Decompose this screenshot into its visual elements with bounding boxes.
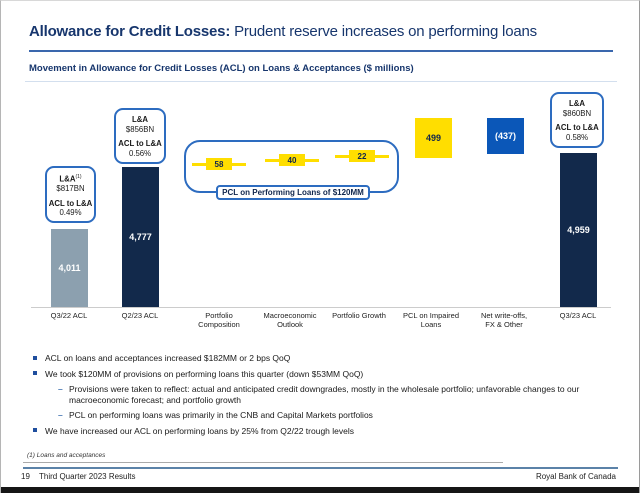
- x-label-q3-22: Q3/22 ACL: [27, 311, 111, 320]
- bullet-item: We have increased our ACL on performing …: [31, 426, 619, 437]
- bar-value: 22: [349, 150, 375, 162]
- callout-ratio: 0.58%: [565, 132, 589, 142]
- bar-net-writeoffs: (437): [487, 118, 524, 154]
- x-label-portfolio-composition: Portfolio Composition: [177, 311, 261, 329]
- bullet-text: We have increased our ACL on performing …: [45, 425, 355, 436]
- x-label-line: Q2/23 ACL: [121, 311, 159, 320]
- bar-macro-outlook: 40: [265, 154, 319, 166]
- pcl-performing-group-label: PCL on Performing Loans of $120MM: [216, 185, 370, 200]
- bar-portfolio-composition: 58: [192, 158, 246, 170]
- x-label-line: Composition: [198, 320, 240, 329]
- page-title-rest: Prudent reserve increases on performing …: [230, 23, 537, 40]
- x-label-pcl-impaired: PCL on Impaired Loans: [389, 311, 473, 329]
- footer-presentation-title: Third Quarter 2023 Results: [39, 472, 136, 481]
- footnote: (1) Loans and acceptances: [27, 452, 106, 459]
- bar-value: 499: [425, 133, 442, 143]
- x-label-net-writeoffs: Net write-offs, FX & Other: [462, 311, 546, 329]
- bullet-square-icon: [33, 428, 37, 432]
- callout-lna-label: L&A: [568, 99, 586, 108]
- bar-pcl-impaired: 499: [415, 118, 452, 158]
- callout-q3-23: L&A $860BN ACL to L&A 0.58%: [550, 92, 604, 148]
- bullet-text: We took $120MM of provisions on performi…: [45, 368, 364, 379]
- bullet-square-icon: [33, 355, 37, 360]
- footnote-divider: [23, 462, 503, 463]
- commentary-section: ACL on loans and acceptances increased $…: [31, 353, 619, 441]
- bar-value: 4,011: [58, 263, 81, 273]
- x-label-line: Portfolio: [205, 311, 233, 320]
- chart-title: Movement in Allowance for Credit Losses …: [29, 63, 414, 74]
- bullet-dash-icon: –: [58, 410, 63, 420]
- bar-value: (437): [494, 131, 516, 141]
- callout-ratio-label: ACL to L&A: [118, 139, 162, 148]
- x-label-macro-outlook: Macroeconomic Outlook: [248, 311, 332, 329]
- bullet-text: Provisions were taken to reflect: actual…: [69, 384, 580, 405]
- x-label-line: Loans: [420, 320, 442, 329]
- bar-value: 4,777: [129, 232, 152, 242]
- x-axis-line: [31, 307, 611, 308]
- sub-bullet-item: – Provisions were taken to reflect: actu…: [31, 384, 619, 405]
- callout-amount: $817BN: [56, 184, 85, 194]
- bullet-text: PCL on performing loans was primarily in…: [69, 410, 373, 420]
- x-label-q3-23: Q3/23 ACL: [536, 311, 620, 320]
- page-number: 19: [21, 472, 30, 481]
- subtitle-divider: [25, 81, 617, 82]
- waterfall-chart: L&A(1) $817BN ACL to L&A 0.49% L&A $856B…: [1, 85, 639, 345]
- x-label-line: Portfolio Growth: [332, 311, 386, 320]
- x-label-line: FX & Other: [485, 320, 523, 329]
- callout-amount: $856BN: [125, 124, 155, 134]
- connector-line: [305, 158, 319, 162]
- x-label-q2-23: Q2/23 ACL: [98, 311, 182, 320]
- x-label-line: PCL on Impaired: [402, 311, 459, 320]
- bullet-dash-icon: –: [58, 384, 63, 394]
- connector-line: [232, 162, 246, 166]
- bar-value: 4,959: [567, 225, 590, 235]
- footnote-ref: (1): [75, 174, 82, 180]
- bottom-border-bar: [1, 487, 639, 493]
- footer-divider: [23, 467, 618, 469]
- bullet-item: ACL on loans and acceptances increased $…: [31, 353, 619, 364]
- bar-value: 58: [206, 158, 232, 170]
- connector-line: [335, 154, 349, 158]
- connector-line: [265, 158, 279, 162]
- callout-ratio: 0.49%: [59, 208, 82, 218]
- x-label-line: Q3/23 ACL: [559, 311, 597, 320]
- bullet-item: We took $120MM of provisions on performi…: [31, 369, 619, 380]
- connector-line: [375, 154, 389, 158]
- x-label-portfolio-growth: Portfolio Growth: [317, 311, 401, 320]
- bar-value: 40: [279, 154, 305, 166]
- callout-q3-22: L&A(1) $817BN ACL to L&A 0.49%: [45, 166, 96, 223]
- bar-portfolio-growth: 22: [335, 150, 389, 162]
- bullet-text: ACL on loans and acceptances increased $…: [45, 353, 291, 363]
- callout-lna-label: L&A: [131, 115, 149, 124]
- sub-bullet-item: – PCL on performing loans was primarily …: [31, 410, 619, 421]
- page-title-emphasis: Allowance for Credit Losses:: [29, 23, 231, 40]
- bar-q2-23-acl: 4,777: [122, 167, 159, 307]
- x-label-line: Net write-offs,: [480, 311, 528, 320]
- callout-ratio-label: ACL to L&A: [48, 198, 93, 208]
- title-divider: [29, 50, 613, 52]
- bar-q3-23-acl: 4,959: [560, 153, 597, 307]
- callout-ratio: 0.56%: [128, 148, 152, 158]
- footer-company-name: Royal Bank of Canada: [535, 472, 616, 481]
- bullet-square-icon: [33, 371, 37, 375]
- bar-q3-22-acl: 4,011: [51, 229, 88, 307]
- callout-lna-label: L&A: [59, 174, 76, 184]
- x-label-line: Outlook: [277, 320, 303, 329]
- callout-q2-23: L&A $856BN ACL to L&A 0.56%: [114, 108, 166, 164]
- page-title: Allowance for Credit Losses: Prudent res…: [29, 23, 625, 40]
- x-label-line: Macroeconomic: [263, 311, 317, 320]
- callout-ratio-label: ACL to L&A: [555, 123, 599, 132]
- connector-line: [192, 162, 206, 166]
- callout-amount: $860BN: [562, 108, 592, 118]
- x-label-line: Q3/22 ACL: [50, 311, 88, 320]
